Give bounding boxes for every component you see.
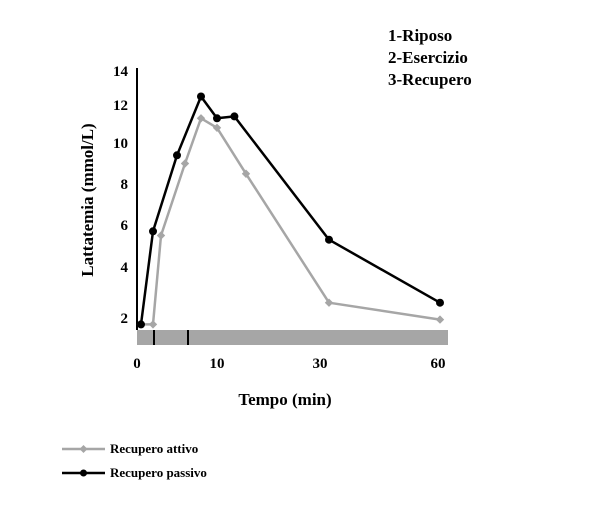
data-point — [137, 320, 145, 329]
data-point — [230, 112, 239, 121]
data-point — [196, 114, 206, 123]
series-recupero-attivo — [136, 114, 445, 329]
y-tick-label: 8 — [121, 177, 129, 193]
data-point — [149, 227, 157, 236]
legend-item-recupero-passivo: Recupero passivo — [62, 465, 207, 480]
legend-label: Recupero attivo — [110, 441, 198, 456]
legend: Recupero attivo Recupero passivo — [62, 441, 207, 480]
y-tick-label: 12 — [113, 98, 128, 114]
legend-item-recupero-attivo: Recupero attivo — [62, 441, 198, 456]
data-point — [241, 169, 251, 178]
x-axis-title: Tempo (min) — [238, 390, 331, 409]
y-tick-label: 4 — [121, 260, 129, 276]
y-axis-title: Lattatemia (mmol/L) — [78, 123, 97, 276]
x-tick-label: 60 — [431, 356, 446, 372]
series-line — [139, 95, 441, 325]
phase-bar — [137, 330, 448, 345]
legend-swatch-marker — [79, 445, 88, 453]
data-point — [325, 235, 333, 244]
phase-label-rest: 1-Riposo — [388, 26, 452, 45]
data-point — [436, 298, 444, 307]
x-tick-label: 10 — [210, 356, 225, 372]
y-tick-label: 14 — [113, 64, 129, 80]
x-tick-labels: 0 10 30 60 — [133, 356, 445, 372]
series-line — [141, 117, 441, 326]
y-tick-label: 6 — [121, 218, 129, 234]
data-point — [197, 92, 205, 101]
data-point — [156, 231, 166, 240]
data-point — [212, 123, 222, 132]
y-tick-label: 2 — [121, 311, 129, 327]
data-point — [435, 315, 445, 324]
y-tick-labels: 2 4 6 8 10 12 14 — [113, 64, 129, 327]
data-point — [180, 159, 190, 168]
phase-label-recovery: 3-Recupero — [388, 70, 472, 89]
data-point — [173, 151, 181, 160]
data-point — [324, 298, 334, 307]
x-tick-label: 0 — [133, 356, 141, 372]
phase-label-exercise: 2-Esercizio — [388, 48, 468, 67]
legend-swatch-marker — [80, 469, 87, 477]
data-point — [148, 320, 158, 329]
y-tick-label: 10 — [113, 136, 128, 152]
series-recupero-passivo — [137, 92, 444, 329]
data-point — [213, 114, 221, 123]
legend-label: Recupero passivo — [110, 465, 207, 480]
x-tick-label: 30 — [313, 356, 328, 372]
